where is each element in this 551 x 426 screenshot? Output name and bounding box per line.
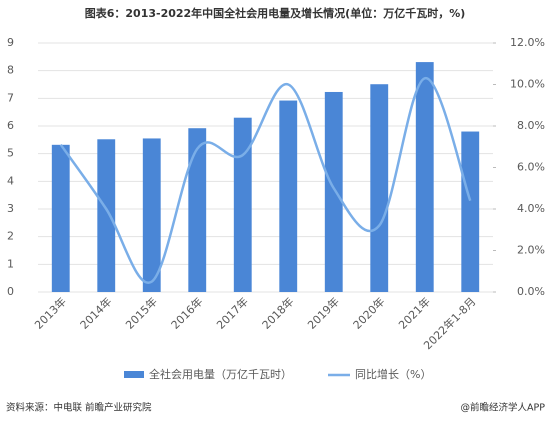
growth-line — [59, 77, 472, 284]
y-tick-label: 2 — [7, 230, 14, 243]
y-tick-label: 3 — [7, 202, 14, 215]
y-tick-label: 5 — [7, 147, 14, 160]
x-tick-label: 2020年 — [350, 294, 387, 331]
y-tick-label: 0 — [7, 285, 14, 298]
bar — [233, 117, 252, 292]
source: 资料来源：中电联 前瞻产业研究院 — [6, 402, 152, 414]
bar — [97, 139, 116, 292]
legend-label: 全社会用电量（万亿千瓦时） — [149, 367, 292, 381]
y2-tick-label: 4.0% — [517, 202, 545, 215]
y2-tick-label: 10.0% — [510, 78, 545, 91]
y2-tick-label: 12.0% — [510, 36, 545, 49]
y-tick-label: 8 — [7, 64, 14, 77]
x-tick-label: 2017年 — [214, 294, 251, 331]
bar — [279, 100, 298, 293]
x-tick-label: 2014年 — [77, 294, 114, 331]
y2-tick-label: 0.0% — [517, 285, 545, 298]
y-tick-label: 9 — [7, 36, 14, 49]
x-tick-label: 2015年 — [123, 294, 160, 331]
x-tick-label: 2013年 — [32, 294, 69, 331]
bar — [415, 62, 434, 293]
legend-label: 同比增长（%） — [355, 367, 431, 381]
y2-tick-label: 2.0% — [517, 244, 545, 257]
bar — [188, 128, 207, 292]
y-tick-label: 7 — [7, 91, 14, 104]
legend-swatch — [124, 371, 144, 378]
credit: @前瞻经济学人APP — [461, 402, 546, 414]
chart-title: 图表6：2013-2022年中国全社会用电量及增长情况(单位：万亿千瓦时，%) — [85, 6, 466, 20]
y-tick-label: 6 — [7, 119, 14, 132]
y2-tick-label: 6.0% — [517, 161, 545, 174]
bar — [51, 144, 70, 292]
y-tick-label: 4 — [7, 174, 14, 187]
bar — [324, 91, 343, 292]
bar — [142, 138, 161, 292]
y-tick-label: 1 — [7, 257, 14, 270]
y2-tick-label: 8.0% — [517, 119, 545, 132]
bar — [461, 131, 480, 292]
bar — [370, 84, 389, 293]
x-tick-label: 2016年 — [168, 294, 205, 331]
x-tick-label: 2021年 — [396, 294, 433, 331]
x-tick-label: 2018年 — [259, 294, 296, 331]
x-tick-label: 2019年 — [305, 294, 342, 331]
